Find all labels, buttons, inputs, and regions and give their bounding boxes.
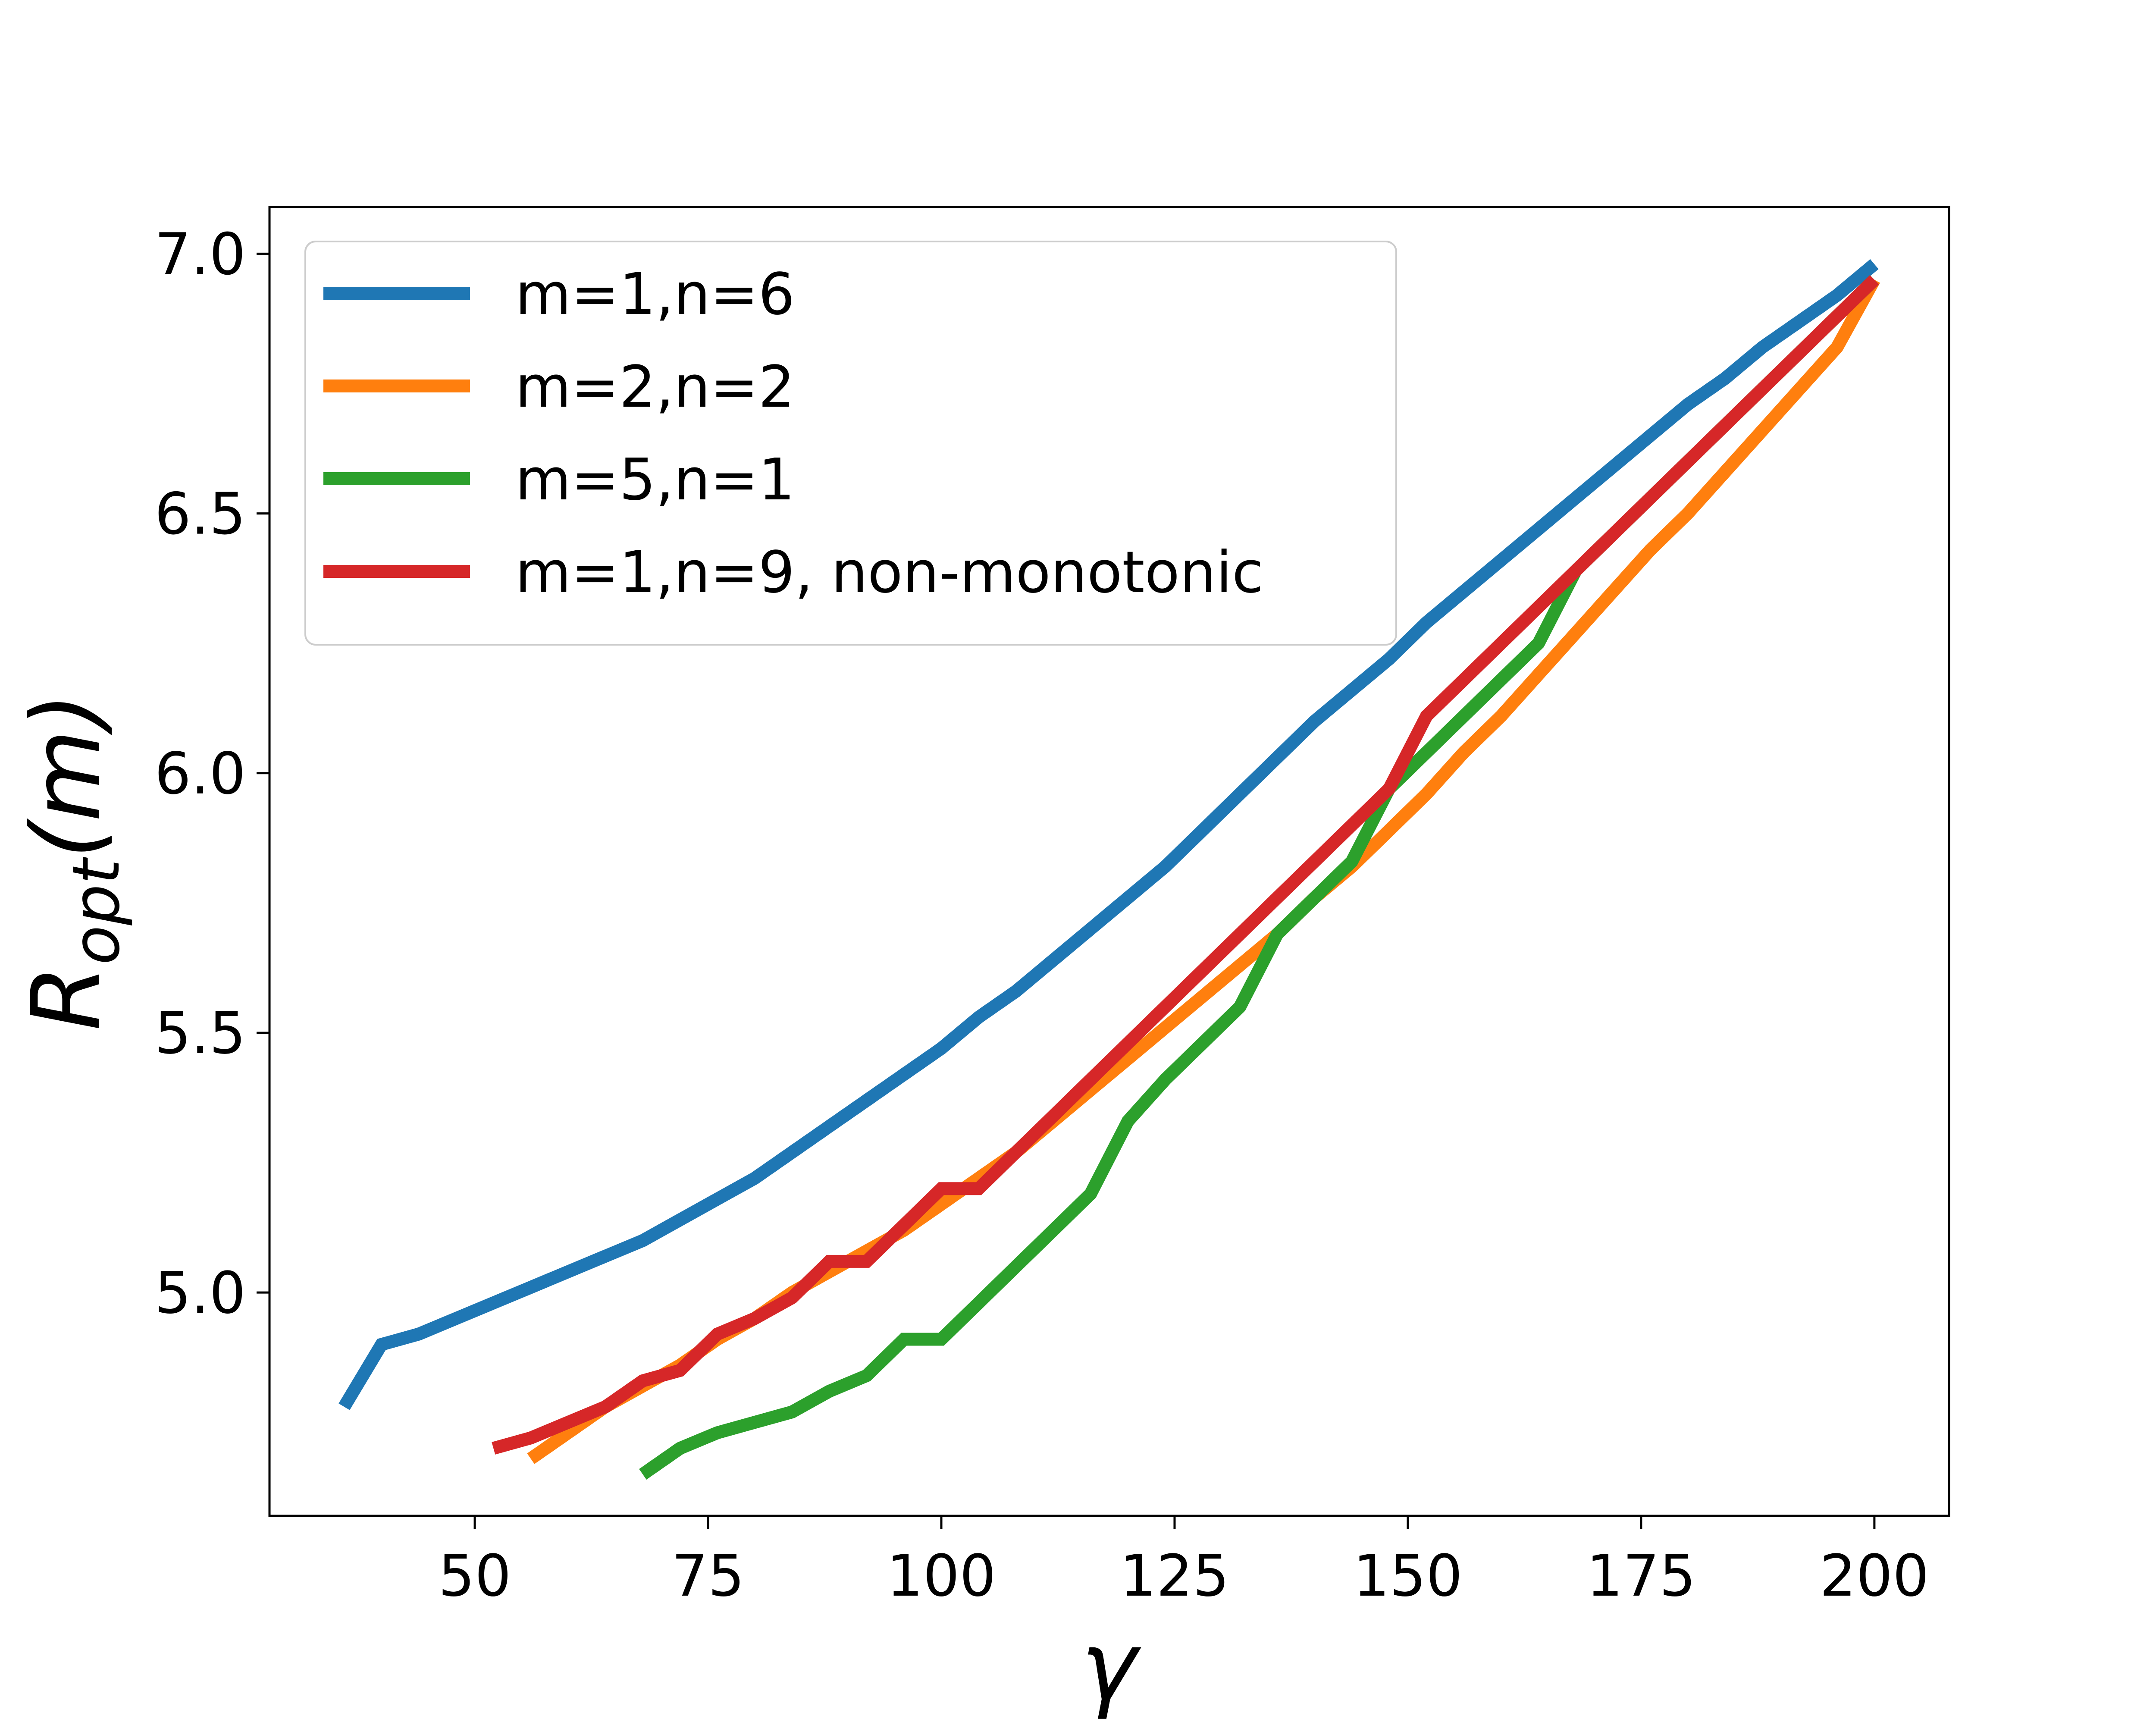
x-tick-label: 50	[438, 1543, 511, 1609]
x-tick-label: 175	[1586, 1543, 1696, 1609]
series-line-1	[338, 259, 1879, 1410]
y-axis-ticks: 5.0 5.5 6.0 6.5 7.0	[154, 221, 270, 1327]
x-tick-label: 100	[887, 1543, 996, 1609]
legend: m=1,n=6 m=2,n=2 m=5,n=1 m=1,n=9, non-monoto…	[304, 241, 1397, 646]
legend-label-4: m=1,n=9, non-monotonic	[515, 539, 1263, 606]
legend-label-2: m=2,n=2	[515, 354, 795, 420]
y-tick-label: 6.5	[154, 481, 246, 548]
legend-label-3: m=5,n=1	[515, 447, 795, 513]
y-axis-title-subscript: opt	[59, 856, 134, 965]
legend-box	[304, 241, 1397, 646]
x-tick-label: 200	[1820, 1543, 1929, 1609]
series-line-4	[492, 275, 1879, 1455]
y-tick-label: 6.0	[154, 741, 246, 807]
x-axis-title: γ	[1081, 1611, 1141, 1722]
y-tick-label: 5.5	[154, 1000, 246, 1067]
y-axis-title-suffix: (m)	[11, 693, 122, 859]
x-axis-ticks: 50 75 100 125 150 175 200	[438, 1516, 1929, 1609]
x-tick-label: 150	[1353, 1543, 1463, 1609]
series-lines	[338, 259, 1880, 1480]
legend-label-1: m=1,n=6	[515, 261, 795, 328]
x-tick-label: 75	[671, 1543, 744, 1609]
y-tick-label: 5.0	[154, 1260, 246, 1327]
axes-frame	[268, 206, 1950, 1517]
y-tick-label: 7.0	[154, 221, 246, 288]
x-tick-label: 125	[1120, 1543, 1229, 1609]
y-axis-title-main: R	[11, 965, 122, 1031]
y-axis-title: Ropt(m)	[11, 693, 134, 1031]
